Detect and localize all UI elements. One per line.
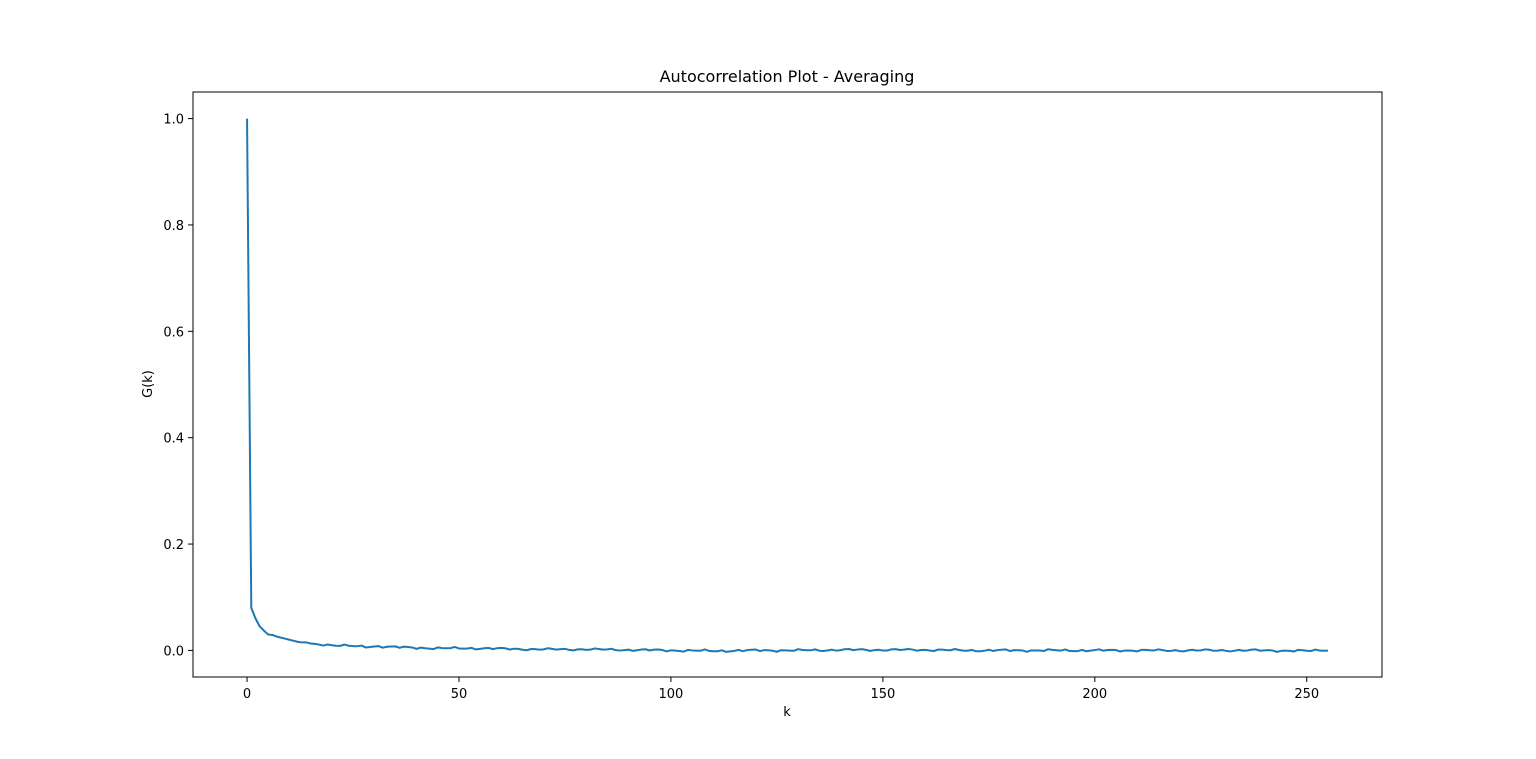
- y-tick-label: 0.8: [163, 219, 184, 234]
- plot-area: [246, 118, 1328, 653]
- y-axis: 0.0 0.2 0.4 0.6 0.8 1.0: [163, 113, 193, 659]
- chart-title: Autocorrelation Plot - Averaging: [660, 67, 915, 86]
- y-axis-label: G(k): [141, 370, 156, 398]
- x-tick-label: 50: [451, 687, 468, 702]
- y-tick-label: 1.0: [163, 113, 184, 128]
- x-tick-label: 0: [243, 687, 251, 702]
- x-tick-label: 150: [870, 687, 895, 702]
- y-tick-label: 0.0: [163, 644, 184, 659]
- y-tick-label: 0.4: [163, 432, 184, 447]
- series-line: [246, 118, 1328, 653]
- x-axis: 0 50 100 150 200 250: [243, 677, 1319, 702]
- x-axis-label: k: [783, 705, 791, 720]
- y-tick-label: 0.2: [163, 538, 184, 553]
- x-tick-label: 250: [1294, 687, 1319, 702]
- y-tick-label: 0.6: [163, 325, 184, 340]
- plot-frame: [192, 91, 1383, 678]
- x-tick-label: 100: [659, 687, 684, 702]
- x-tick-label: 200: [1082, 687, 1107, 702]
